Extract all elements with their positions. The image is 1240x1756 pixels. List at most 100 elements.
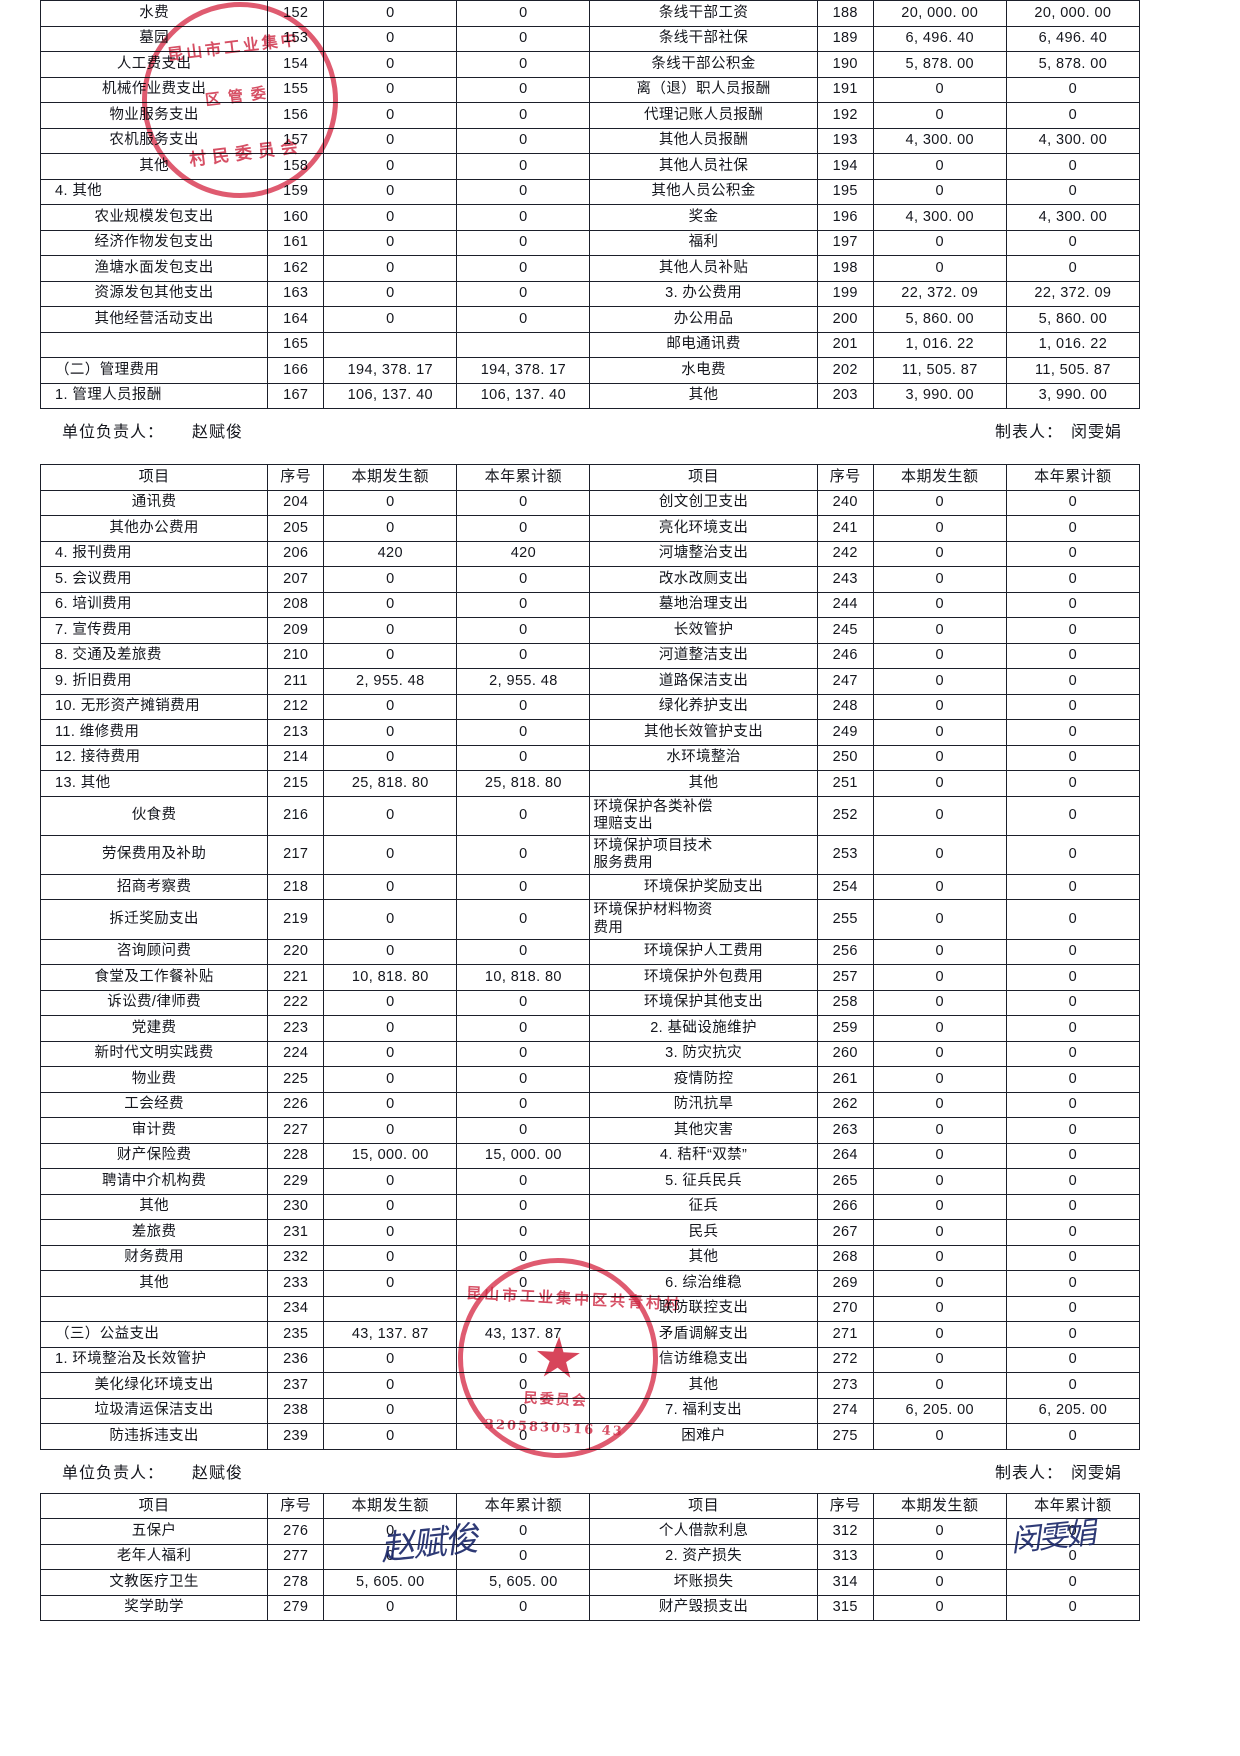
row-item-right: 长效管护 (589, 617, 818, 644)
row-ytd-right: 0 (1005, 566, 1141, 593)
row-item-left (39, 1295, 269, 1323)
row-item-right: 道路保洁支出 (589, 668, 818, 695)
spacer-1 (40, 442, 1200, 464)
row-ytd-left: 0 (456, 1594, 591, 1622)
row-item-left: 其他 (39, 1193, 269, 1221)
row-no-left: 217 (267, 834, 325, 875)
row-current-left: 0 (323, 1594, 458, 1622)
row-current-left: 0 (323, 566, 458, 593)
row-item-left: 物业服务支出 (39, 102, 269, 129)
row-item-left: 8. 交通及差旅费 (39, 642, 269, 669)
row-item-left: 人工费支出 (39, 51, 269, 78)
row-item-right: 水环境整治 (589, 744, 818, 771)
row-item-left: 机械作业费支出 (39, 76, 269, 103)
row-ytd-right: 5, 878. 00 (1005, 51, 1141, 78)
row-no-right: 252 (816, 795, 874, 836)
row-current-left: 10, 818. 80 (323, 964, 458, 991)
row-ytd-left: 0 (456, 938, 591, 966)
row-current-left: 43, 137. 87 (323, 1321, 458, 1348)
row-current-left: 0 (323, 719, 458, 746)
row-item-right: 联防联控支出 (589, 1295, 818, 1323)
row-current-right: 0 (872, 1193, 1007, 1221)
table-row: 党建费 223 0 0 2. 基础设施维护 259 0 0 (39, 1015, 1141, 1042)
row-ytd-left: 0 (456, 0, 591, 27)
preparer-label-2: 制表人： (994, 1464, 1063, 1482)
table-row: 奖学助学 279 0 0 财产毁损支出 315 0 0 (39, 1594, 1141, 1622)
table-row: 差旅费 231 0 0 民兵 267 0 0 (39, 1219, 1141, 1246)
table-row: 4. 其他 159 0 0 其他人员公积金 195 0 0 (39, 178, 1141, 205)
row-ytd-right: 0 (1005, 899, 1141, 940)
row-item-right: 环境保护项目技术 服务费用 (589, 834, 818, 875)
row-no-left: 235 (267, 1321, 325, 1348)
row-current-left: 0 (323, 76, 458, 103)
row-item-right: 信访维稳支出 (589, 1346, 818, 1374)
row-current-right: 0 (872, 1372, 1007, 1399)
row-ytd-right: 0 (1005, 1015, 1141, 1042)
row-current-left: 0 (323, 1091, 458, 1119)
row-current-right: 11, 505. 87 (872, 357, 1007, 384)
row-no-left: 164 (267, 306, 325, 333)
row-current-left: 0 (323, 178, 458, 205)
row-current-right: 0 (872, 1321, 1007, 1348)
row-current-left: 0 (323, 255, 458, 282)
row-item-left: 渔塘水面发包支出 (39, 255, 269, 282)
row-current-right: 0 (872, 938, 1007, 966)
table-row: 234 联防联控支出 270 0 0 (39, 1295, 1141, 1323)
row-no-right: 260 (816, 1040, 874, 1068)
row-current-right: 5, 878. 00 (872, 51, 1007, 78)
row-ytd-right: 0 (1005, 668, 1141, 695)
row-no-left: 219 (267, 899, 325, 940)
table-row: 其他经营活动支出 164 0 0 办公用品 200 5, 860. 00 5, 860. 00 (39, 306, 1141, 333)
row-current-left: 0 (323, 102, 458, 129)
row-item-right: 疫情防控 (589, 1066, 818, 1093)
row-current-left: 0 (323, 306, 458, 333)
row-ytd-right: 0 (1005, 255, 1141, 282)
row-current-right: 0 (872, 1423, 1007, 1450)
row-no-right: 250 (816, 744, 874, 771)
row-current-right: 0 (872, 178, 1007, 205)
row-item-left: 垃圾清运保洁支出 (39, 1397, 269, 1425)
row-ytd-right: 11, 505. 87 (1005, 357, 1141, 384)
row-current-right: 0 (872, 489, 1007, 516)
row-no-right: 275 (816, 1423, 874, 1450)
table-row: 6. 培训费用 208 0 0 墓地治理支出 244 0 0 (39, 591, 1141, 618)
row-no-left: 204 (267, 489, 325, 516)
row-item-left: 1. 环境整治及长效管护 (39, 1346, 269, 1374)
row-ytd-left: 0 (456, 1193, 591, 1221)
row-ytd-left (456, 1295, 591, 1323)
row-no-right: 273 (816, 1372, 874, 1399)
row-item-left: 伙食费 (39, 795, 269, 836)
row-current-left: 0 (323, 1040, 458, 1068)
row-current-left: 0 (323, 1543, 458, 1571)
row-no-left: 223 (267, 1015, 325, 1042)
row-item-right: 其他人员社保 (589, 153, 818, 180)
row-current-right: 0 (872, 1040, 1007, 1068)
row-current-right: 0 (872, 255, 1007, 282)
table-row: 工会经费 226 0 0 防汛抗旱 262 0 0 (39, 1091, 1141, 1119)
row-item-left: 劳保费用及补助 (39, 834, 269, 875)
row-item-right: 其他 (589, 1372, 818, 1399)
row-item-right: 河塘整治支出 (589, 540, 818, 567)
table-row: 诉讼费/律师费 222 0 0 环境保护其他支出 258 0 0 (39, 989, 1141, 1017)
row-ytd-right: 0 (1005, 1372, 1141, 1399)
row-current-left: 0 (323, 280, 458, 307)
table-row: 渔塘水面发包支出 162 0 0 其他人员补贴 198 0 0 (39, 255, 1141, 282)
row-no-left: 162 (267, 255, 325, 282)
table-row: 其他 158 0 0 其他人员社保 194 0 0 (39, 153, 1141, 180)
row-ytd-right: 6, 496. 40 (1005, 25, 1141, 52)
table-row: 水费 152 0 0 条线干部工资 188 20, 000. 00 20, 000. 00 (39, 0, 1141, 27)
row-item-right: 防汛抗旱 (589, 1091, 818, 1119)
row-ytd-left: 0 (456, 1040, 591, 1068)
row-no-left: 212 (267, 693, 325, 720)
row-ytd-right: 0 (1005, 591, 1141, 618)
row-ytd-right: 0 (1005, 1270, 1141, 1297)
row-no-left: 221 (267, 964, 325, 991)
row-current-right: 0 (872, 1142, 1007, 1170)
row-current-right: 0 (872, 1518, 1007, 1545)
row-no-right: 189 (816, 25, 874, 52)
row-ytd-right: 0 (1005, 989, 1141, 1017)
table-row: 1. 环境整治及长效管护 236 0 0 信访维稳支出 272 0 0 (39, 1346, 1141, 1374)
row-item-right: 其他 (589, 1244, 818, 1272)
unit-head-block-2: 单位负责人： 赵赋俊 (40, 1459, 243, 1483)
table-2-body: 通讯费 204 0 0 创文创卫支出 240 0 0 其他办公费用 205 0 0 亮化环境支出 241 0… (39, 489, 1141, 1450)
